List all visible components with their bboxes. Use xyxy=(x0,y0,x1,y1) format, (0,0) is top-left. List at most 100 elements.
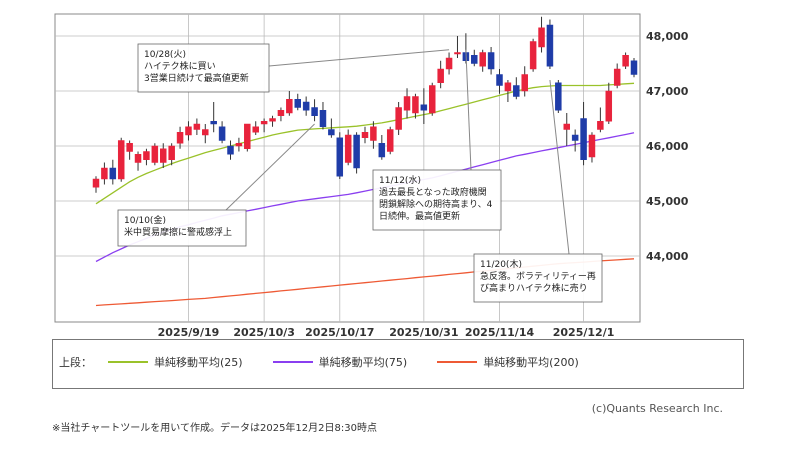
candle-body xyxy=(454,52,461,55)
candle-body xyxy=(437,68,444,83)
candle-body xyxy=(176,132,184,144)
candle-body xyxy=(168,145,175,160)
legend-label-ma25: 単純移動平均(25) xyxy=(154,356,243,369)
candle-body xyxy=(445,57,453,70)
candle-body xyxy=(538,27,545,48)
y-tick-label: 44,000 xyxy=(646,250,689,263)
candle-body xyxy=(353,134,360,169)
axes: 44,000 45,000 46,000 47,000 48,000 2025/9/19 2… xyxy=(158,30,689,339)
candle-body xyxy=(126,143,133,152)
legend-item-ma200: 単純移動平均(200) xyxy=(437,354,579,370)
candle-body xyxy=(597,121,604,130)
candle-body xyxy=(101,167,108,180)
candle-body xyxy=(210,121,217,125)
candle-body xyxy=(605,90,613,122)
ma-line-25 xyxy=(95,82,635,205)
candle-body xyxy=(269,118,276,122)
legend-swatch-ma200 xyxy=(437,361,478,363)
legend: 上段： 単純移動平均(25) 単純移動平均(75) 単純移動平均(200) xyxy=(52,339,744,389)
candle-body xyxy=(151,145,159,163)
candle-body xyxy=(521,74,528,92)
annotation-text: 10/28(火) xyxy=(144,49,186,60)
legend-label-ma75: 単純移動平均(75) xyxy=(318,356,408,369)
candle-body xyxy=(344,134,352,163)
annotation-box xyxy=(117,209,247,247)
candle-body xyxy=(487,52,495,70)
candle-body xyxy=(252,126,259,133)
candle-body xyxy=(185,126,192,136)
candle-body xyxy=(563,123,570,130)
candle-body xyxy=(429,85,436,114)
x-tick-label: 2025/10/31 xyxy=(389,326,458,339)
candle-body xyxy=(395,107,402,130)
candle-body xyxy=(378,143,386,158)
credit: (c)Quants Research Inc. xyxy=(591,402,723,415)
candle-body xyxy=(546,24,554,67)
y-tick-label: 47,000 xyxy=(646,85,689,98)
candle-body xyxy=(218,126,226,141)
annotation-pointer xyxy=(465,49,472,171)
annotation-text: 過去最長となった政府機関 xyxy=(379,186,487,198)
candle-body xyxy=(202,129,209,136)
candle-body xyxy=(160,148,167,163)
y-tick-label: 48,000 xyxy=(646,30,689,43)
candle-body xyxy=(588,134,596,158)
candle-body xyxy=(286,99,293,114)
annotation-text: 閉鎖解除への期待高まり、4 xyxy=(379,198,493,210)
candles xyxy=(92,16,638,193)
candle-body xyxy=(277,110,285,116)
legend-item-ma75: 単純移動平均(75) xyxy=(272,354,408,370)
candle-body xyxy=(193,123,201,130)
candle-body xyxy=(134,154,142,163)
annotation-pointer xyxy=(225,123,315,211)
candle-body xyxy=(504,82,512,92)
candle-body xyxy=(117,140,125,180)
candle-body xyxy=(319,110,327,127)
annotation-text: 3営業日続けて最高値更新 xyxy=(144,72,249,84)
candle-body xyxy=(555,82,562,111)
annotation-box xyxy=(473,253,603,303)
candle-body xyxy=(370,126,377,141)
legend-swatch-ma25 xyxy=(108,361,148,363)
x-tick-label: 2025/10/17 xyxy=(305,326,374,339)
candle-body xyxy=(386,129,394,152)
annotation-box xyxy=(372,169,502,231)
annotation-pointer xyxy=(549,79,570,255)
annotation-text: 10/10(金) xyxy=(124,214,166,226)
annotation-text: 米中貿易摩擦に警戒感浮上 xyxy=(124,226,232,238)
plot-frame xyxy=(54,13,641,323)
candle-body xyxy=(336,137,344,177)
legend-swatch-ma75 xyxy=(272,361,313,363)
candle-body xyxy=(471,55,478,64)
x-tick-label: 2025/9/19 xyxy=(158,326,220,339)
candle-body xyxy=(311,107,318,116)
candle-body xyxy=(260,121,268,125)
candle-body xyxy=(302,101,310,111)
candle-body xyxy=(496,74,503,86)
candle-body xyxy=(622,55,629,67)
candle-body xyxy=(613,68,621,86)
annotation-text: 11/12(水) xyxy=(379,174,421,186)
legend-item-ma25: 単純移動平均(25) xyxy=(108,354,243,370)
candle-body xyxy=(244,123,251,149)
annotation-pointer xyxy=(268,49,450,67)
annotation-text: ハイテク株に買い xyxy=(144,60,216,72)
candle-body xyxy=(92,178,100,188)
x-tick-label: 2025/10/3 xyxy=(233,326,295,339)
annotation-text: 11/20(木) xyxy=(480,258,522,270)
x-tick-label: 2025/12/1 xyxy=(553,326,615,339)
candle-body xyxy=(143,151,150,160)
annotation-text: 日続伸。最高値更新 xyxy=(379,210,460,222)
candle-body xyxy=(235,143,243,147)
candle-body xyxy=(529,41,537,70)
candle-body xyxy=(420,104,428,111)
candle-body xyxy=(227,145,234,155)
annotation-text: び高まりハイテク株に売り xyxy=(480,282,588,294)
candle-body xyxy=(328,129,335,136)
candle-body xyxy=(479,52,486,67)
legend-row: 上段： 単純移動平均(25) 単純移動平均(75) 単純移動平均(200) xyxy=(53,354,609,370)
candle-body xyxy=(109,167,117,180)
footnote: ※当社チャートツールを用いて作成。データは2025年12月2日8:30時点 xyxy=(52,423,377,434)
